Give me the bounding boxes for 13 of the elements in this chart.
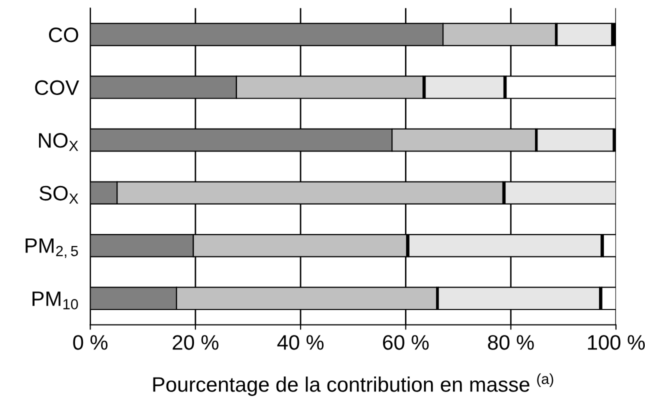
x-tick-label: 60 % [383, 335, 429, 350]
x-tick-label: 0 % [73, 335, 108, 350]
x-tick-label: 100 % [588, 335, 645, 350]
x-tick-label: 20 % [172, 335, 218, 350]
y-tick-label: NO$_{X}$ [39, 133, 78, 151]
y-tick-label: CO [48, 28, 78, 42]
y-tick-label: COV [35, 80, 80, 96]
y-tick-label: PM$_{10}$ [32, 292, 78, 310]
x-tick-label: 40 % [277, 335, 324, 350]
x-tick-label: 80 % [488, 335, 534, 350]
x-axis-title: Pourcentage de la contribution en masse $^{(a)}$ [153, 373, 554, 396]
y-tick-label: PM$_{2,5}$ [26, 238, 78, 258]
y-tick-label: SO$_{X}$ [40, 186, 78, 204]
